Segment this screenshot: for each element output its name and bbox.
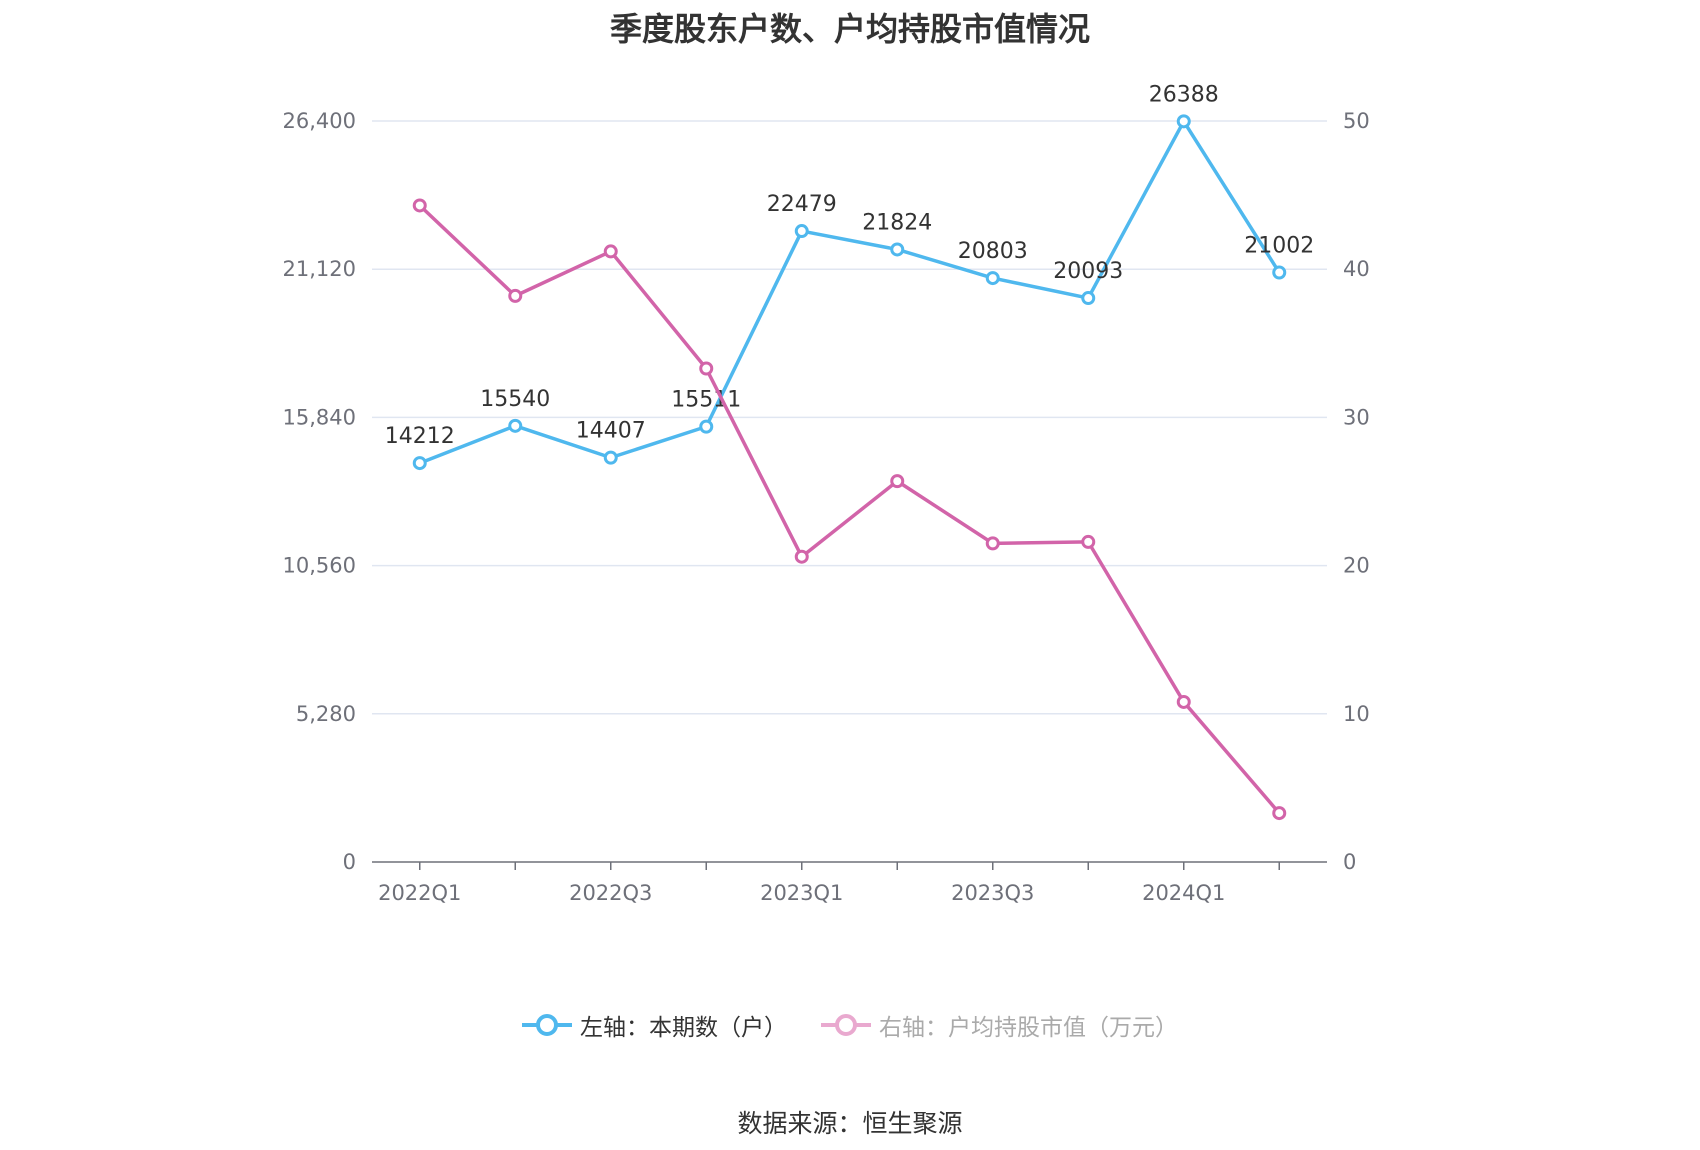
data-point (985, 536, 1000, 551)
y-left-tick-label: 21,120 (283, 257, 356, 281)
data-point (1272, 265, 1287, 280)
data-point (699, 419, 714, 434)
y-left-tick-label: 26,400 (283, 109, 356, 133)
data-label: 14212 (385, 424, 455, 449)
data-label: 21824 (862, 210, 932, 235)
data-label: 20093 (1053, 259, 1123, 284)
y-right-tick-label: 0 (1343, 850, 1356, 874)
data-point (1176, 694, 1191, 709)
data-label: 20803 (958, 239, 1028, 264)
legend-label-households: 左轴：本期数（户） (580, 1015, 787, 1041)
data-point (1176, 114, 1191, 129)
data-point (699, 361, 714, 376)
legend-marker-households (522, 1014, 572, 1036)
data-point (794, 549, 809, 564)
y-right-tick-label: 30 (1343, 405, 1370, 429)
series-line-households (419, 119, 1281, 465)
data-point (603, 450, 618, 465)
legend-item-avg-value[interactable]: 右轴：户均持股市值（万元） (821, 1008, 1178, 1042)
data-point (890, 242, 905, 257)
data-point (1272, 806, 1287, 821)
y-right-tick-label: 50 (1343, 109, 1370, 133)
x-tick-label: 2023Q1 (760, 881, 843, 905)
y-right-tick-label: 20 (1343, 554, 1370, 578)
data-point (603, 244, 618, 259)
y-left-tick-label: 0 (343, 850, 356, 874)
legend: 左轴：本期数（户） 右轴：户均持股市值（万元） (0, 1008, 1700, 1042)
chart-title: 季度股东户数、户均持股市值情况 (609, 10, 1090, 48)
data-point (1081, 534, 1096, 549)
legend-item-households[interactable]: 左轴：本期数（户） (522, 1008, 787, 1042)
x-tick-label: 2023Q3 (951, 881, 1034, 905)
y-right-tick-label: 10 (1343, 702, 1370, 726)
data-point (890, 474, 905, 489)
y-left-tick-label: 15,840 (283, 405, 356, 429)
data-label: 15511 (671, 388, 741, 413)
legend-label-avg-value: 右轴：户均持股市值（万元） (879, 1015, 1178, 1041)
x-tick-label: 2024Q1 (1142, 881, 1225, 905)
series-line-avg-value (418, 204, 1281, 815)
y-right-tick-label: 40 (1343, 257, 1370, 281)
y-left-tick-label: 10,560 (283, 554, 356, 578)
data-label: 14407 (576, 419, 646, 444)
data-point (508, 288, 523, 303)
data-point (412, 456, 427, 471)
data-point (508, 418, 523, 433)
data-point (1081, 291, 1096, 306)
data-point (985, 271, 1000, 286)
x-tick-label: 2022Q1 (378, 881, 461, 905)
data-label: 22479 (767, 192, 837, 217)
data-label: 26388 (1149, 82, 1219, 107)
data-point (794, 224, 809, 239)
legend-marker-avg-value (821, 1014, 871, 1036)
data-label: 15540 (480, 387, 550, 412)
y-left-tick-label: 5,280 (296, 702, 356, 726)
x-tick-label: 2022Q3 (569, 881, 652, 905)
data-label: 21002 (1244, 234, 1314, 259)
source-note: 数据来源：恒生聚源 (737, 1109, 963, 1138)
data-point (412, 198, 427, 213)
